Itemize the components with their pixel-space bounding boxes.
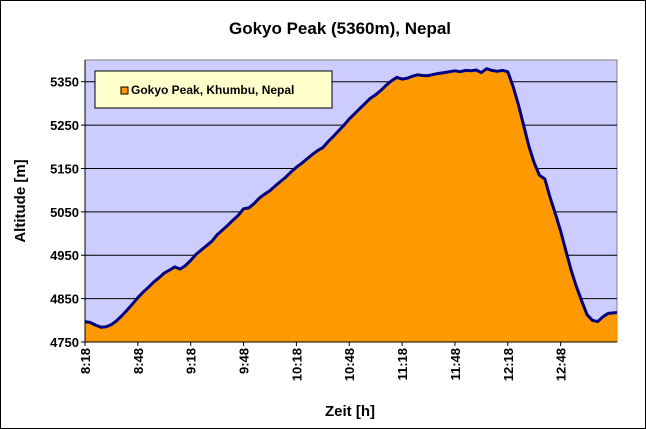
- y-tick-label: 5150: [50, 161, 79, 176]
- x-tick-label: 12:48: [554, 348, 569, 381]
- y-tick-label: 5050: [50, 205, 79, 220]
- x-axis-label: Zeit [h]: [325, 403, 375, 420]
- series-line: [84, 67, 618, 329]
- legend: Gokyo Peak, Khumbu, Nepal: [94, 70, 333, 109]
- x-tick-label: 8:18: [78, 348, 93, 374]
- x-tick-label: 11:18: [395, 348, 410, 381]
- y-axis-label: Altitude [m]: [12, 159, 29, 242]
- x-tick-label: 10:48: [342, 348, 357, 381]
- y-axis: 4750 4850 4950 5050 5150 5250 5350: [50, 75, 85, 350]
- x-axis: 8:18 8:48 9:18 9:48 10:18 10:48 11:18 11:48 12:1…: [78, 60, 617, 381]
- x-tick-label: 9:48: [237, 348, 252, 374]
- y-tick-label: 4750: [50, 335, 79, 350]
- series-area: [85, 68, 617, 342]
- series-layer: [84, 67, 618, 342]
- x-tick-label: 12:18: [501, 348, 516, 381]
- legend-label: Gokyo Peak, Khumbu, Nepal: [131, 83, 294, 97]
- x-tick-label: 11:48: [448, 348, 463, 381]
- chart-title: Gokyo Peak (5360m), Nepal: [229, 19, 451, 38]
- x-tick-label: 10:18: [289, 348, 304, 381]
- y-tick-label: 4950: [50, 248, 79, 263]
- y-tick-label: 5350: [50, 75, 79, 90]
- x-tick-label: 8:48: [131, 348, 146, 374]
- y-tick-label: 5250: [50, 118, 79, 133]
- x-tick-label: 9:18: [184, 348, 199, 374]
- y-tick-label: 4850: [50, 292, 79, 307]
- legend-swatch: [120, 86, 129, 95]
- legend-box: [94, 70, 333, 109]
